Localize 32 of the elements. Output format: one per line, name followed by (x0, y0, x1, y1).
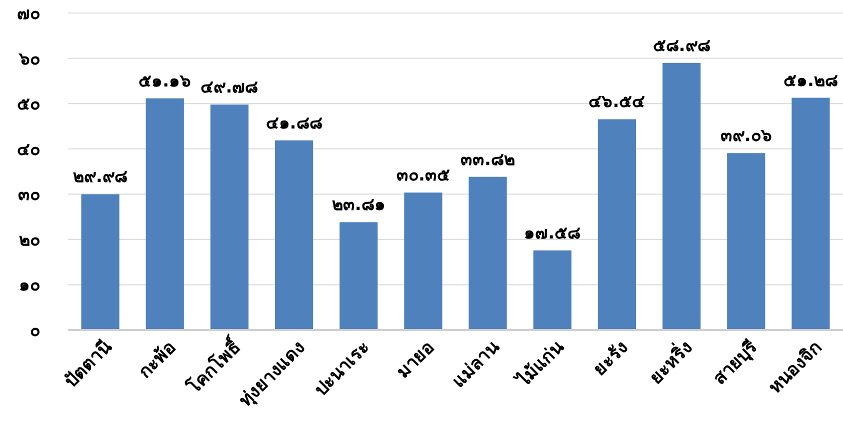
data-label: ๓๐.๓๕ (396, 166, 450, 186)
data-label: ๕๑.๒๘ (783, 70, 838, 91)
bar (468, 176, 507, 330)
y-tick-label: ๒๐ (19, 230, 40, 250)
data-label: ๓๓.๘๒ (460, 150, 516, 170)
bar (340, 222, 378, 330)
data-label: ๑๗.๕๘ (524, 223, 581, 244)
data-label: ๔๑.๘๘ (266, 113, 322, 134)
bar (210, 104, 249, 330)
data-label: ๒๙.๙๘ (73, 167, 128, 188)
bar (533, 250, 572, 330)
bar (146, 98, 184, 330)
data-label: ๕๑.๑๖ (138, 71, 192, 92)
bar (404, 192, 442, 330)
y-tick-label: ๔๐ (17, 140, 40, 160)
data-label: ๔๙.๗๘ (200, 78, 258, 98)
y-tick-label: ๖๐ (18, 49, 40, 70)
bar (792, 98, 830, 330)
y-tick-label: ๐ (30, 321, 40, 341)
bar (662, 62, 701, 330)
data-label: ๓๙.๐๖ (720, 126, 772, 146)
bar (598, 119, 636, 330)
bar (81, 194, 120, 330)
data-label: ๕๘.๙๘ (652, 36, 710, 56)
bar (727, 153, 766, 330)
data-label: ๒๓.๘๑ (332, 195, 386, 216)
data-label: ๔๖.๕๔ (588, 92, 646, 112)
bar (274, 140, 314, 330)
y-tick-label: ๑๐ (19, 276, 40, 296)
y-tick-label: ๕๐ (17, 94, 40, 115)
y-tick-label: ๗๐ (17, 4, 40, 24)
y-tick-label: ๓๐ (18, 185, 40, 206)
